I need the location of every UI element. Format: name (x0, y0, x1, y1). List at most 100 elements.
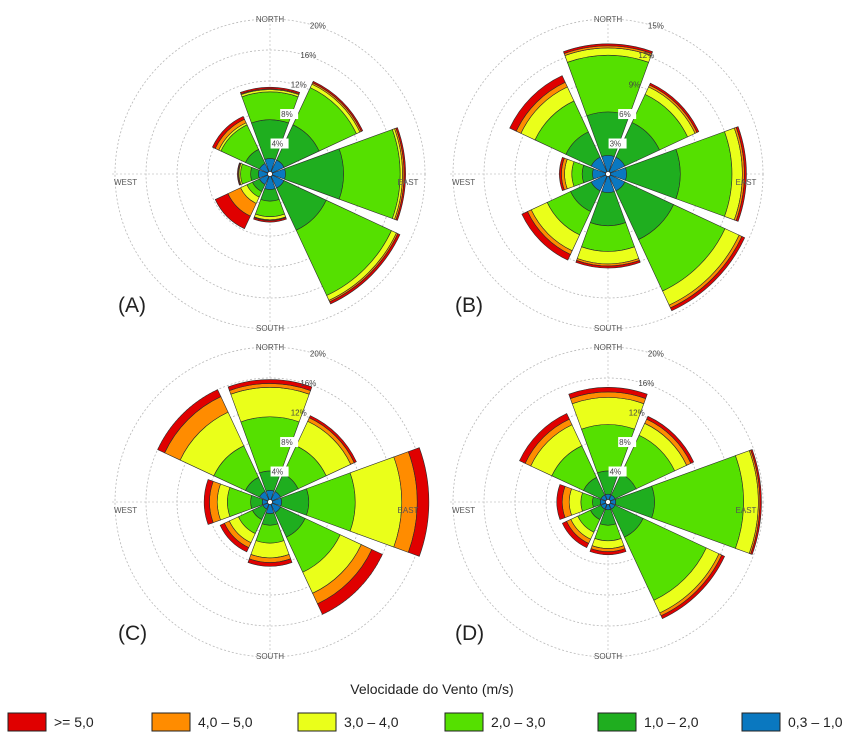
legend-swatch (741, 712, 781, 732)
wedge-w-bin-3 (571, 161, 585, 187)
direction-label-east: EAST (736, 178, 757, 187)
wind-rose-panel-1: 4% 8% 12% 16% 20% NORTH SOUTH EAST WEST (A) (112, 15, 428, 333)
wedge-e-bin-4 (349, 456, 403, 548)
legend-label: >= 5,0 (54, 714, 94, 730)
ring-label: 16% (300, 379, 316, 388)
center-dot (266, 498, 273, 505)
ring-label: 12% (291, 409, 307, 418)
ring-label: 16% (638, 379, 654, 388)
direction-label-east: EAST (398, 506, 419, 515)
panel-label: (C) (118, 622, 147, 645)
ring-label: 4% (272, 140, 284, 149)
direction-label-north: NORTH (594, 343, 623, 352)
wedge-w-bin-3 (580, 492, 594, 512)
center-dot (605, 170, 612, 177)
wind-rose-panel-3: 4% 8% 12% 16% 20% NORTH SOUTH EAST WEST (C) (112, 343, 430, 661)
wedge-ne-bin-6 (649, 82, 700, 133)
ring-label: 4% (610, 468, 622, 477)
wedge-n-bin-6 (227, 379, 313, 391)
wedge-ne-bin-6 (308, 415, 357, 464)
direction-label-west: WEST (452, 506, 475, 515)
legend-swatch (444, 712, 484, 732)
wedge-ne-bin-6 (646, 415, 695, 464)
ring-label-bg (270, 138, 289, 149)
panel-label: (A) (118, 294, 146, 317)
ring-label-bg (270, 466, 289, 477)
wedge-s-bin-2 (260, 188, 280, 202)
panel-label: (B) (455, 294, 483, 317)
ring-label-bg (608, 466, 627, 477)
wedge-s-bin-3 (255, 523, 285, 544)
wind-rose-panel-4: 4% 8% 12% 16% 20% NORTH SOUTH EAST WEST (D) (450, 343, 766, 661)
direction-label-west: WEST (114, 178, 137, 187)
wedge-e-bin-3 (675, 131, 733, 217)
wedge-se-bin-6 (670, 236, 746, 312)
legend-label: 2,0 – 3,0 (491, 714, 546, 730)
wedge-sw-bin-6 (561, 520, 590, 549)
wedge-sw-bin-6 (214, 193, 251, 230)
wedge-n-bin-6 (568, 387, 648, 399)
ring-label-bg (280, 437, 299, 448)
ring-label: 20% (310, 22, 326, 31)
center-dot (605, 498, 612, 505)
wedge-s-bin-6 (247, 558, 293, 567)
wedge-w-bin-4 (568, 488, 583, 516)
legend-swatch (297, 712, 337, 732)
wedge-nw-bin-6 (509, 75, 566, 132)
wedge-s-bin-6 (253, 217, 287, 223)
legend-label: 4,0 – 5,0 (198, 714, 253, 730)
ring-label: 12% (629, 409, 645, 418)
ring-label-bg (608, 138, 627, 149)
wedge-w-bin-3 (240, 163, 253, 185)
ring-label: 8% (619, 438, 631, 447)
direction-label-south: SOUTH (594, 324, 622, 333)
wedge-e-bin-3 (338, 129, 401, 219)
wedge-n-bin-6 (563, 43, 653, 54)
center-dot (266, 170, 273, 177)
legend-swatch (7, 712, 47, 732)
ring-label: 8% (281, 438, 293, 447)
direction-label-south: SOUTH (256, 324, 284, 333)
wedge-nw-bin-6 (157, 389, 222, 454)
wedge-nw-bin-6 (212, 116, 245, 149)
direction-label-north: NORTH (256, 15, 285, 24)
legend-title: Velocidade do Vento (m/s) (350, 681, 513, 697)
wedge-sw-bin-6 (521, 211, 571, 261)
legend-swatch (151, 712, 191, 732)
wedge-s-bin-3 (255, 199, 285, 217)
wedge-e-bin-6 (735, 126, 747, 222)
wedge-s-bin-4 (250, 540, 290, 559)
wedge-se-bin-6 (329, 233, 401, 305)
ring-label: 20% (310, 350, 326, 359)
ring-label: 6% (619, 110, 631, 119)
ring-label-bg (618, 437, 637, 448)
direction-label-south: SOUTH (256, 652, 284, 661)
ring-label-bg (618, 109, 637, 120)
legend-label: 3,0 – 4,0 (344, 714, 399, 730)
panel-label: (D) (455, 622, 484, 645)
wind-rose-panel-2: 3% 6% 9% 12% 15% NORTH SOUTH EAST WEST (B) (450, 15, 766, 333)
wedge-se-bin-6 (317, 549, 383, 615)
direction-label-east: EAST (736, 506, 757, 515)
wedge-e-bin-6 (407, 447, 430, 557)
ring-label-bg (280, 109, 299, 120)
ring-label: 15% (648, 22, 664, 31)
wedge-s-bin-2 (261, 512, 279, 526)
wedge-w-bin-6 (559, 157, 565, 191)
ring-label: 20% (648, 350, 664, 359)
wedge-n-bin-6 (239, 86, 301, 95)
direction-label-east: EAST (398, 178, 419, 187)
wedge-w-bin-6 (203, 479, 214, 525)
ring-label: 12% (291, 81, 307, 90)
wedge-w-bin-2 (581, 164, 594, 184)
wedge-se-bin-6 (660, 554, 725, 619)
wedge-s-bin-3 (594, 523, 622, 542)
direction-label-north: NORTH (594, 15, 623, 24)
wedge-w-bin-2 (250, 166, 260, 182)
ring-label: 8% (281, 110, 293, 119)
wedge-s-bin-3 (581, 222, 635, 252)
direction-label-north: NORTH (256, 343, 285, 352)
legend: Velocidade do Vento (m/s) >= 5,0 4,0 – 5,0… (7, 681, 843, 732)
wedge-w-bin-6 (556, 484, 566, 520)
